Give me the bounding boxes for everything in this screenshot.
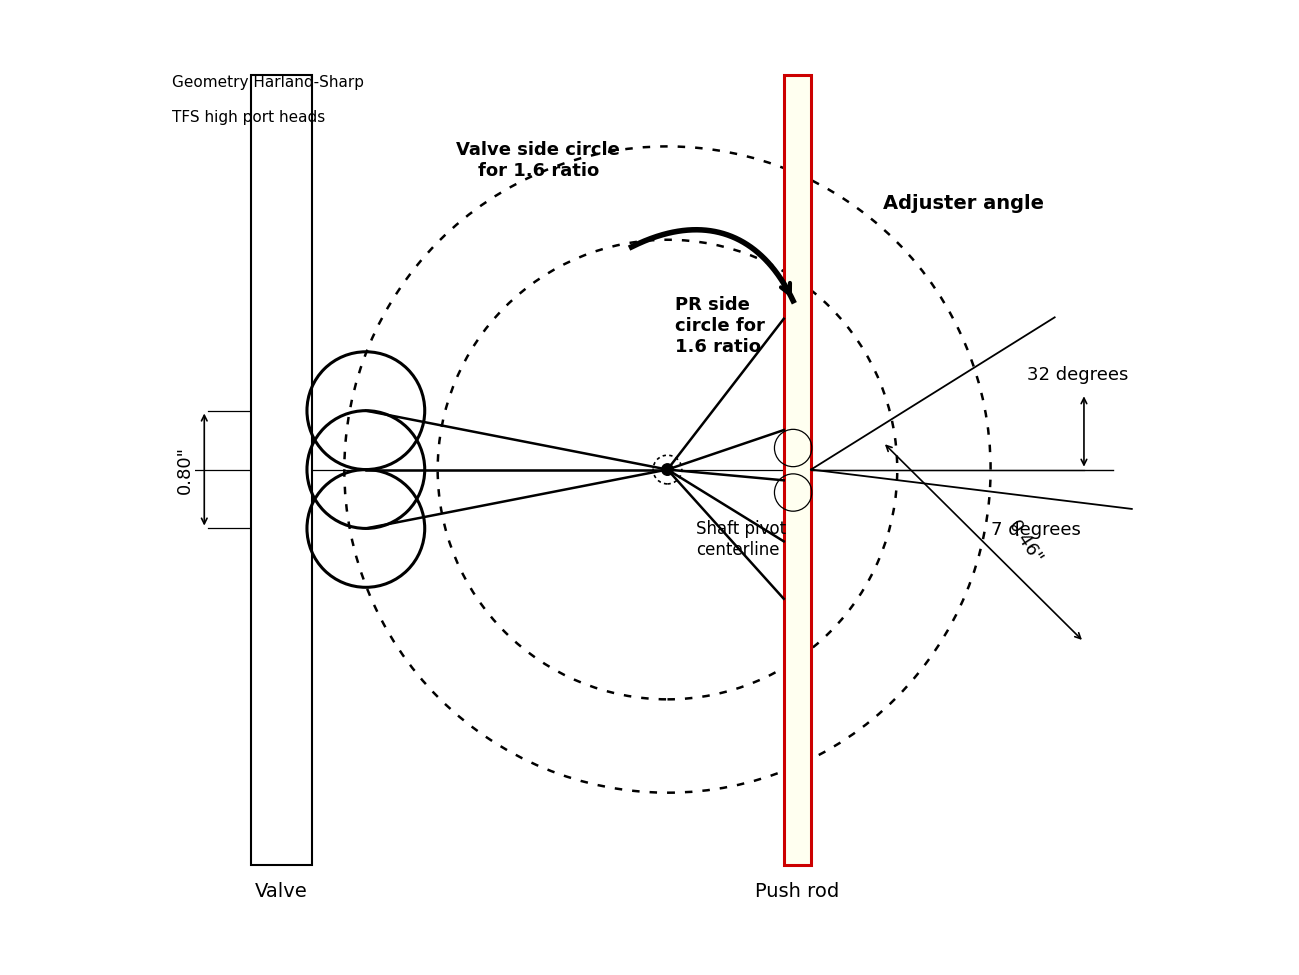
Circle shape bbox=[661, 464, 673, 475]
Bar bbox=[783, 75, 811, 865]
Text: Push rod: Push rod bbox=[755, 882, 839, 902]
Text: Valve: Valve bbox=[255, 882, 308, 902]
Text: Valve side circle
for 1.6 ratio: Valve side circle for 1.6 ratio bbox=[456, 141, 620, 180]
Text: 0.46": 0.46" bbox=[1005, 517, 1046, 567]
Text: Adjuster angle: Adjuster angle bbox=[883, 194, 1044, 214]
Text: 0.80": 0.80" bbox=[175, 446, 194, 493]
Text: 7 degrees: 7 degrees bbox=[991, 522, 1081, 539]
Text: Geometry Harland-Sharp: Geometry Harland-Sharp bbox=[171, 75, 364, 90]
Text: TFS high port heads: TFS high port heads bbox=[171, 110, 325, 126]
Text: PR side
circle for
1.6 ratio: PR side circle for 1.6 ratio bbox=[674, 296, 765, 356]
Bar bbox=[251, 75, 312, 865]
Text: 32 degrees: 32 degrees bbox=[1026, 366, 1128, 384]
Text: Shaft pivot
centerline: Shaft pivot centerline bbox=[696, 520, 786, 559]
